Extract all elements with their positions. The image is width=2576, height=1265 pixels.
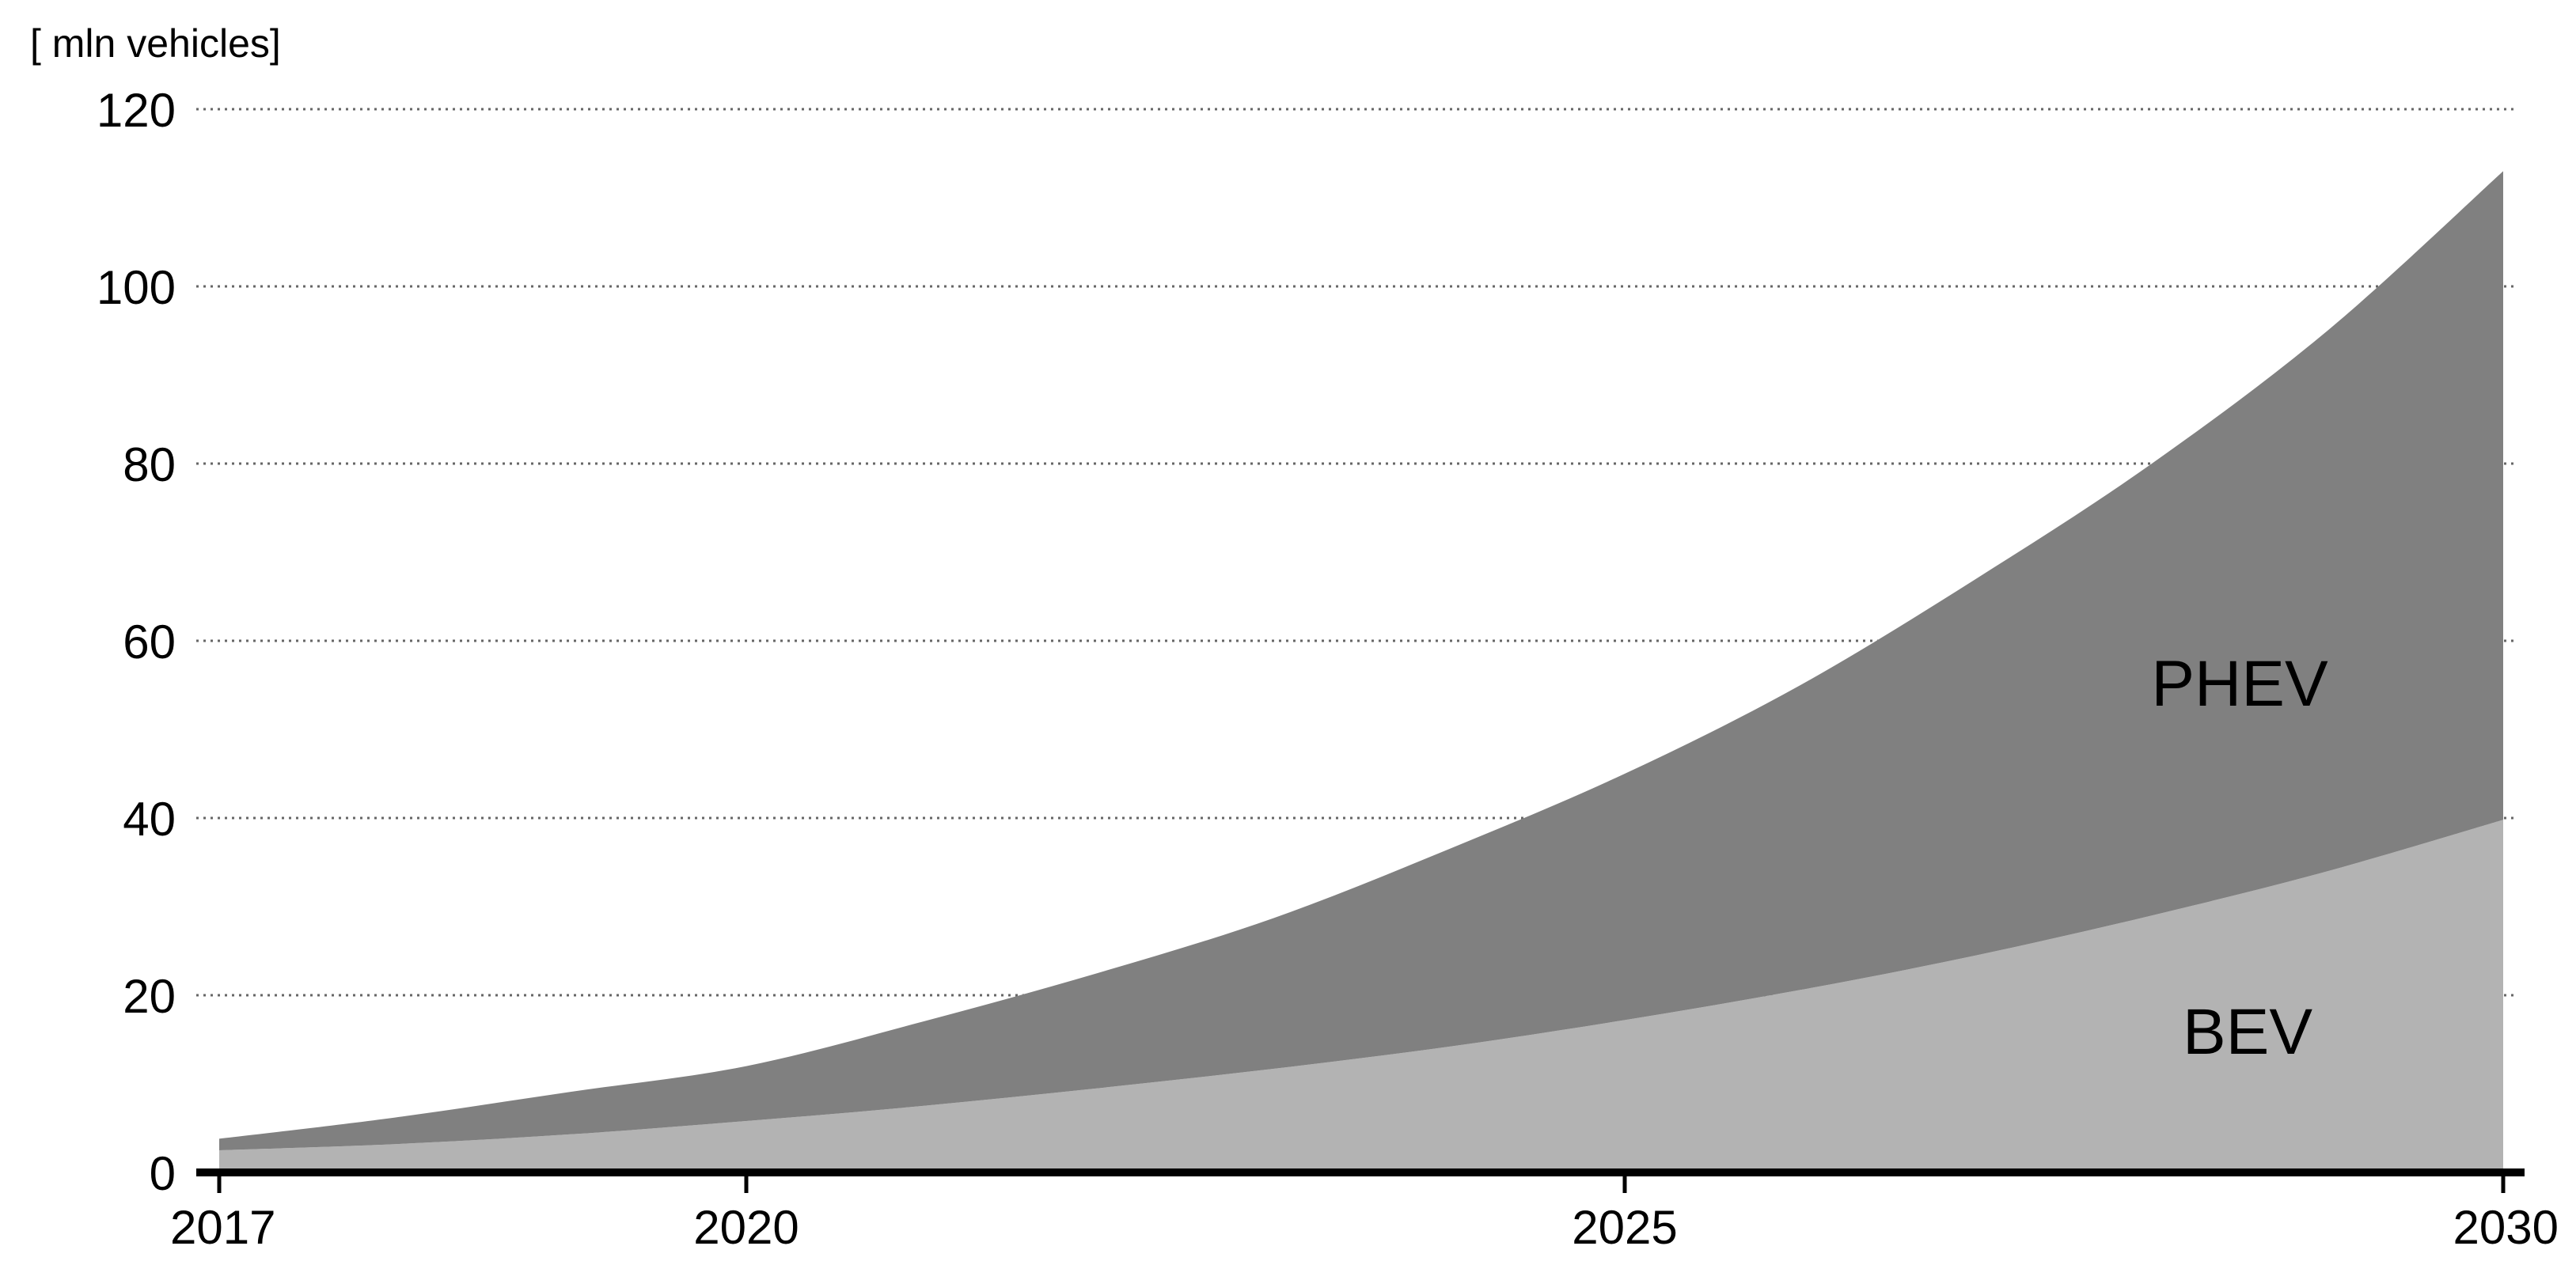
y-tick-label-0: 0 — [150, 1147, 176, 1200]
x-tick-label-2020: 2020 — [693, 1201, 799, 1254]
y-tick-label-60: 60 — [123, 615, 176, 668]
y-tick-label-20: 20 — [123, 970, 176, 1023]
x-tick-label-2030: 2030 — [2453, 1201, 2559, 1254]
y-tick-label-40: 40 — [123, 793, 176, 846]
y-tick-label-100: 100 — [97, 261, 176, 314]
y-axis: 0 20 40 60 80 100 120 — [97, 84, 176, 1200]
y-unit-label: [ mln vehicles] — [30, 21, 281, 66]
x-axis: 2017 2020 2025 2030 — [170, 1168, 2559, 1254]
series-label-phev: PHEV — [2151, 648, 2328, 720]
x-tick-label-2025: 2025 — [1572, 1201, 1677, 1254]
area-phev — [219, 171, 2503, 1150]
x-tick-label-2017: 2017 — [170, 1201, 275, 1254]
series-label-bev: BEV — [2183, 996, 2312, 1068]
y-tick-label-120: 120 — [97, 84, 176, 137]
series-labels: BEV PHEV — [2151, 648, 2328, 1068]
y-tick-label-80: 80 — [123, 438, 176, 491]
area-bev — [219, 820, 2503, 1172]
area-series — [219, 171, 2503, 1172]
